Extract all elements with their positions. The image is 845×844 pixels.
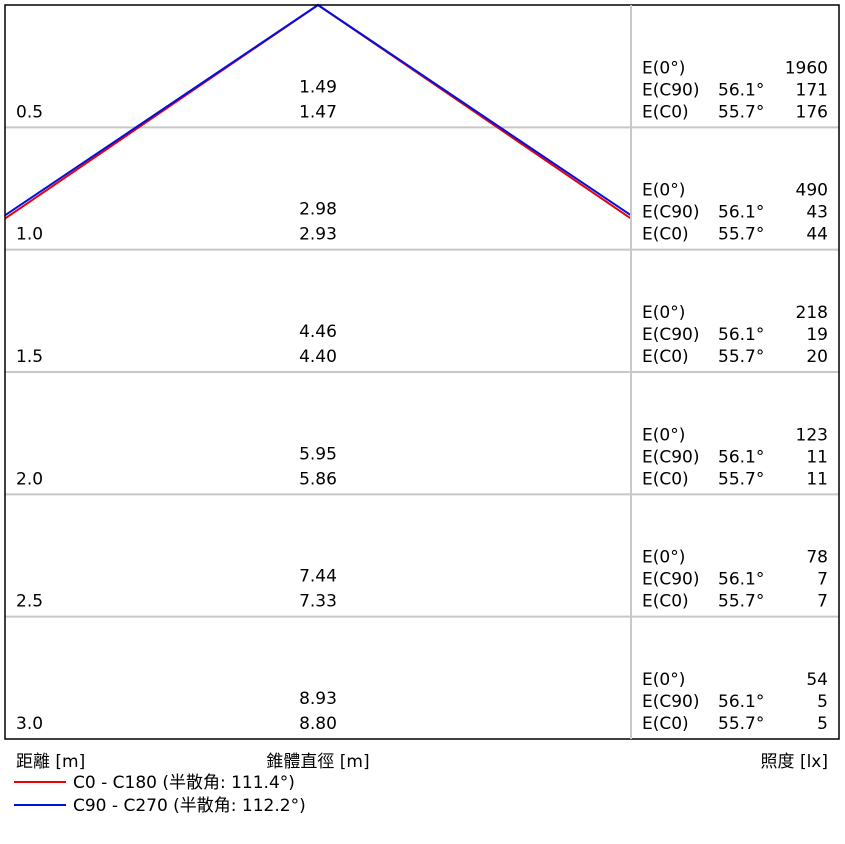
ec90-angle: 56.1°: [718, 203, 764, 223]
ec90-value: 171: [796, 80, 828, 100]
ec90-label: E(C90): [642, 570, 700, 590]
ec0-angle: 55.7°: [718, 102, 764, 122]
e0-value: 490: [796, 181, 828, 201]
diameter-c90-label: 7.44: [299, 567, 337, 587]
ec0-label: E(C0): [642, 102, 689, 122]
chart-frame: [4, 4, 840, 740]
distance-label: 1.5: [16, 347, 43, 367]
ec90-value: 5: [817, 692, 828, 712]
diameter-c90-label: 5.95: [299, 444, 337, 464]
diameter-axis-label: 錐體直徑 [m]: [266, 752, 369, 772]
diameter-c90-label: 1.49: [299, 77, 337, 97]
e0-label: E(0°): [642, 425, 685, 445]
e0-label: E(0°): [642, 58, 685, 78]
ec90-angle: 56.1°: [718, 447, 764, 467]
ec0-label: E(C0): [642, 347, 689, 367]
distance-label: 0.5: [16, 102, 43, 122]
ec90-angle: 56.1°: [718, 325, 764, 345]
legend-label: C90 - C270 (半散角: 112.2°): [73, 796, 306, 816]
diameter-c0-label: 7.33: [299, 592, 337, 612]
ec90-value: 11: [806, 447, 828, 467]
e0-value: 123: [796, 425, 828, 445]
e0-value: 54: [806, 670, 828, 690]
ec0-value: 11: [806, 469, 828, 489]
ec0-value: 7: [817, 592, 828, 612]
legend-label: C0 - C180 (半散角: 111.4°): [73, 773, 295, 793]
rows-layer: 0.5 1.49 1.47 E(0°) 1960 E(C90) 56.1° 171 E(C0) 5…: [5, 58, 839, 734]
ec0-label: E(C0): [642, 714, 689, 734]
ec0-angle: 55.7°: [718, 469, 764, 489]
ec0-value: 5: [817, 714, 828, 734]
e0-label: E(0°): [642, 181, 685, 201]
diameter-c0-label: 5.86: [299, 469, 337, 489]
diameter-c0-label: 8.80: [299, 714, 337, 734]
diameter-c90-label: 2.98: [299, 200, 337, 220]
diameter-c0-label: 4.40: [299, 347, 337, 367]
ec0-angle: 55.7°: [718, 592, 764, 612]
ec90-value: 7: [817, 570, 828, 590]
e0-value: 218: [796, 303, 828, 323]
ec0-label: E(C0): [642, 469, 689, 489]
ec90-angle: 56.1°: [718, 80, 764, 100]
ec0-angle: 55.7°: [718, 225, 764, 245]
ec0-label: E(C0): [642, 592, 689, 612]
ec0-value: 20: [806, 347, 828, 367]
ec90-label: E(C90): [642, 692, 700, 712]
e0-value: 78: [806, 548, 828, 568]
diameter-c0-label: 1.47: [299, 102, 337, 122]
ec90-label: E(C90): [642, 447, 700, 467]
ec90-label: E(C90): [642, 325, 700, 345]
ec0-angle: 55.7°: [718, 347, 764, 367]
ec0-angle: 55.7°: [718, 714, 764, 734]
distance-label: 1.0: [16, 225, 43, 245]
ec90-angle: 56.1°: [718, 570, 764, 590]
diameter-c90-label: 8.93: [299, 689, 337, 709]
legend: C0 - C180 (半散角: 111.4°) C90 - C270 (半散角: …: [14, 773, 306, 816]
ec90-label: E(C90): [642, 80, 700, 100]
e0-label: E(0°): [642, 548, 685, 568]
ec90-angle: 56.1°: [718, 692, 764, 712]
e0-value: 1960: [785, 58, 828, 78]
ec0-label: E(C0): [642, 225, 689, 245]
distance-axis-label: 距離 [m]: [16, 752, 85, 772]
distance-label: 2.5: [16, 592, 43, 612]
e0-label: E(0°): [642, 303, 685, 323]
diameter-c0-label: 2.93: [299, 225, 337, 245]
e0-label: E(0°): [642, 670, 685, 690]
ec90-value: 19: [806, 325, 828, 345]
distance-label: 2.0: [16, 469, 43, 489]
ec0-value: 176: [796, 102, 828, 122]
ec0-value: 44: [806, 225, 828, 245]
diameter-c90-label: 4.46: [299, 322, 337, 342]
ec90-label: E(C90): [642, 203, 700, 223]
ec90-value: 43: [806, 203, 828, 223]
illuminance-axis-label: 照度 [lx]: [761, 752, 828, 772]
distance-label: 3.0: [16, 714, 43, 734]
